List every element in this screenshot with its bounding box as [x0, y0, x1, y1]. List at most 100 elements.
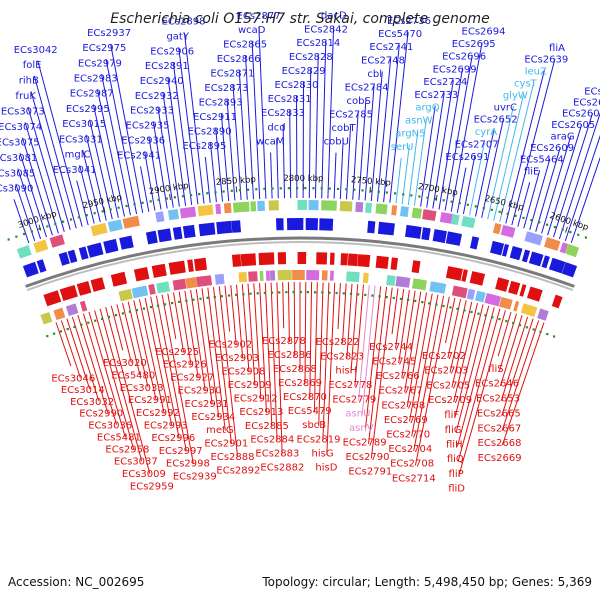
gene-leader-line	[270, 282, 278, 441]
gene-label: fliS	[488, 364, 503, 375]
gene-leader-line	[391, 288, 399, 335]
gene-leader-line	[76, 180, 89, 226]
gene-label: ECs2748	[361, 56, 405, 67]
cds-reverse	[551, 294, 563, 309]
gene-leader-line	[409, 293, 433, 422]
cds-forward	[103, 238, 119, 254]
gene-leader-line	[167, 76, 187, 206]
gene-label: ECs2898	[162, 17, 206, 28]
cds-forward	[86, 242, 104, 258]
cog-feature-reverse	[466, 288, 476, 300]
gc-dot	[59, 330, 62, 333]
gene-label: ECs3009	[122, 469, 166, 480]
gc-dot	[304, 187, 307, 190]
backbone-outer-ring	[25, 236, 575, 288]
gene-leader-line	[547, 124, 583, 236]
gene-leader-line	[270, 152, 273, 199]
gene-label: ECs2744	[369, 342, 413, 353]
gene-leader-line	[94, 310, 135, 450]
gene-label: ECs2785	[329, 109, 373, 120]
gene-label: serU	[391, 142, 414, 153]
gene-leader-line	[148, 136, 162, 210]
cds-reverse	[277, 252, 287, 265]
cds-forward	[22, 261, 39, 278]
gene-label: ECs2868	[273, 364, 317, 375]
cog-feature-forward	[167, 209, 179, 221]
gene-leader-line	[247, 283, 256, 386]
gene-leader-line	[407, 131, 419, 206]
gc-dot	[178, 300, 181, 303]
gene-label: argN5	[395, 129, 425, 140]
gene-leader-line	[404, 291, 422, 393]
cds-forward	[58, 251, 70, 266]
gene-label: rihB	[19, 76, 39, 87]
cog-feature-forward	[122, 215, 140, 229]
gene-label: dacD	[321, 11, 347, 22]
cog-feature-forward	[223, 202, 232, 214]
gene-leader-line	[89, 119, 113, 220]
gene-label: ECs3075	[0, 138, 40, 149]
gc-dot	[369, 189, 372, 193]
gene-label: ECs2991	[128, 395, 172, 406]
cds-reverse	[495, 277, 510, 292]
gene-label: ECs2829	[282, 66, 326, 77]
gc-dot	[505, 320, 508, 323]
gene-label: fliD	[448, 484, 465, 495]
cds-forward	[405, 224, 422, 239]
gene-leader-line	[105, 307, 151, 474]
cds-reverse	[258, 252, 275, 266]
scale-tick-mark	[103, 206, 106, 213]
cog-feature-reverse	[269, 270, 276, 281]
gc-dot	[546, 223, 549, 226]
gene-label: ECs2903	[215, 353, 259, 364]
gene-leader-line	[377, 58, 392, 202]
gc-dot	[249, 292, 252, 295]
gene-leader-line	[173, 292, 184, 352]
cds-forward	[445, 231, 462, 246]
cog-feature-reverse	[429, 281, 447, 294]
gc-dot	[336, 187, 340, 190]
gene-leader-line	[110, 305, 124, 351]
gene-label: hisD	[315, 463, 337, 474]
gene-leader-line	[162, 91, 180, 207]
gene-label: wcaM	[256, 137, 284, 148]
gene-label: ECs2665	[477, 409, 521, 420]
cds-reverse	[411, 260, 421, 274]
gene-label: ECs2736	[387, 16, 431, 27]
gc-dot	[470, 310, 473, 314]
scale-tick-mark	[169, 193, 171, 201]
label-leader-lines	[13, 26, 600, 477]
gc-dot	[466, 203, 469, 206]
cog-feature-reverse	[513, 300, 520, 312]
gene-leader-line	[309, 282, 313, 399]
gene-label: ECs2745	[372, 357, 416, 368]
gene-leader-line	[395, 289, 405, 349]
gc-dot	[263, 291, 266, 294]
gene-leader-line	[172, 62, 193, 206]
gc-dot	[94, 319, 97, 322]
scale-tick-label: 2850 kbp	[216, 175, 257, 188]
gene-label: ECs2667	[477, 423, 521, 434]
gene-label: ECs2704	[388, 444, 432, 455]
gene-label: ECs2814	[296, 38, 340, 49]
gc-dot	[247, 188, 250, 191]
gc-dot	[546, 333, 549, 336]
gene-label: ECs5464	[520, 155, 564, 166]
gene-label: ECs2646	[475, 379, 519, 390]
gc-dot	[463, 309, 466, 312]
gene-leader-line	[144, 151, 156, 211]
gene-leader-line	[313, 282, 318, 413]
gene-leader-line	[308, 68, 312, 199]
gene-label: ECs2893	[199, 97, 243, 108]
cog-feature-forward	[400, 206, 409, 217]
gene-label: ECs2702	[422, 351, 466, 362]
gc-dot	[133, 203, 136, 206]
gc-dot	[530, 219, 533, 222]
gc-dot	[190, 194, 193, 197]
gene-label: ECs2878	[262, 336, 306, 347]
gc-dot	[156, 304, 160, 307]
cds-forward	[319, 218, 334, 231]
cog-feature-reverse	[40, 312, 53, 325]
scale-tick-label: 3000 kbp	[17, 209, 58, 231]
gene-label: ECs2936	[121, 136, 165, 147]
